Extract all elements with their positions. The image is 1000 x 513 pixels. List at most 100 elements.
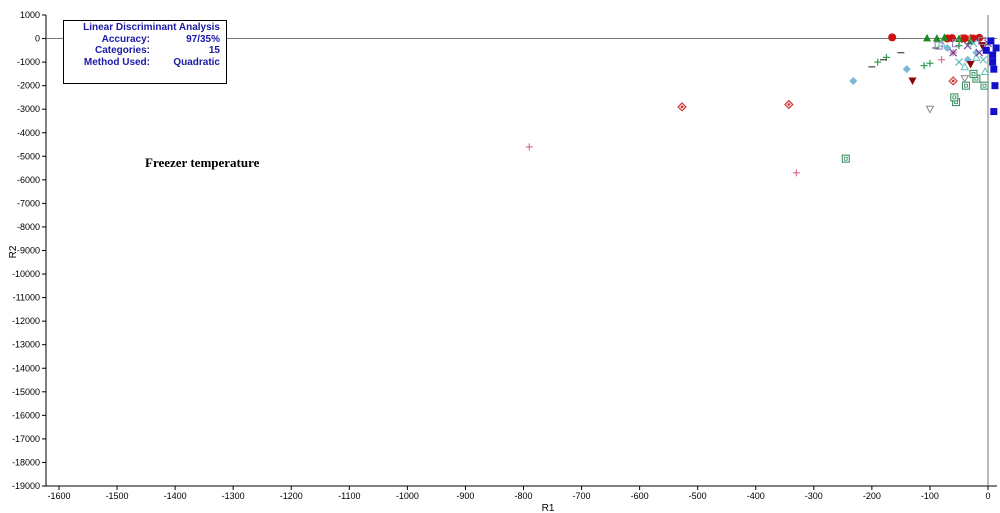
- x-tick-label: -300: [805, 491, 823, 501]
- y-tick-label: -19000: [12, 481, 40, 491]
- data-point: [966, 60, 975, 69]
- data-point: [990, 108, 998, 116]
- data-point: [923, 33, 932, 42]
- data-point: [989, 58, 997, 66]
- data-point: [980, 81, 989, 90]
- y-tick-label: -9000: [17, 246, 40, 256]
- info-box: Linear Discriminant Analysis Accuracy: 9…: [63, 20, 227, 84]
- data-point: [969, 39, 978, 48]
- data-point: [908, 77, 917, 85]
- x-tick-label: -600: [631, 491, 649, 501]
- data-point: [902, 65, 911, 74]
- x-tick-label: -500: [689, 491, 707, 501]
- x-tick-label: -1000: [396, 491, 419, 501]
- data-point: [955, 58, 963, 67]
- y-tick-label: -13000: [12, 340, 40, 350]
- x-tick-label: -400: [747, 491, 765, 501]
- data-point: [937, 38, 946, 47]
- data-point: [989, 51, 997, 59]
- data-point: [950, 93, 959, 102]
- info-row-categories: Categories: 15: [64, 45, 226, 57]
- data-point: [979, 55, 988, 64]
- y-tick-label: 1000: [20, 10, 40, 20]
- info-value: Quadratic: [173, 56, 220, 68]
- x-tick-label: -1500: [106, 491, 129, 501]
- info-box-title: Linear Discriminant Analysis: [83, 22, 220, 33]
- info-row-accuracy: Accuracy: 97/35%: [64, 34, 226, 46]
- data-point: [960, 34, 969, 43]
- x-tick-label: -200: [863, 491, 881, 501]
- x-tick-label: -1200: [280, 491, 303, 501]
- y-tick-label: -10000: [12, 269, 40, 279]
- data-point: [792, 169, 800, 177]
- info-value: 97/35%: [186, 33, 220, 45]
- data-point: [920, 62, 928, 70]
- data-point: [934, 41, 943, 50]
- y-tick-label: -17000: [12, 434, 40, 444]
- data-point: [932, 34, 941, 42]
- y-tick-label: -7000: [17, 198, 40, 208]
- data-point: [991, 82, 999, 90]
- x-tick-label: -1100: [338, 491, 360, 501]
- data-point: [938, 56, 946, 64]
- info-key: Accuracy:: [101, 33, 150, 45]
- y-tick-label: -14000: [12, 363, 40, 373]
- info-key: Method Used:: [83, 56, 150, 68]
- data-point: [525, 143, 533, 151]
- x-tick-label: -1300: [222, 491, 245, 501]
- y-tick-label: -18000: [12, 457, 40, 467]
- y-tick-label: -5000: [17, 151, 40, 161]
- data-point: [874, 58, 882, 66]
- data-point: [990, 65, 998, 73]
- info-value: 15: [208, 45, 220, 56]
- x-tick-label: -1400: [164, 491, 187, 501]
- data-point: [849, 76, 858, 85]
- data-point: [949, 48, 958, 57]
- y-tick-label: -16000: [12, 410, 40, 420]
- data-point: [992, 44, 1000, 52]
- data-point: [948, 76, 958, 86]
- x-tick-label: -900: [456, 491, 474, 501]
- y-tick-label: -3000: [17, 104, 40, 114]
- data-point: [963, 41, 972, 50]
- data-point: [888, 33, 897, 42]
- y-tick-label: -11000: [13, 293, 40, 303]
- x-tick-label: -700: [573, 491, 591, 501]
- y-tick-label: -4000: [17, 128, 40, 138]
- data-point: [960, 75, 970, 84]
- data-point: [969, 69, 978, 78]
- axes: 10000-1000-2000-3000-4000-5000-6000-7000…: [8, 10, 997, 513]
- y-tick-label: -2000: [17, 81, 40, 91]
- data-point: [972, 52, 981, 61]
- y-axis-label: R2: [8, 245, 19, 258]
- data-point: [961, 81, 970, 90]
- data-point: [978, 36, 987, 45]
- data-point: [972, 48, 981, 57]
- data-point: [952, 39, 961, 48]
- data-point: [784, 99, 794, 110]
- annotation-freezer-temperature: Freezer temperature: [145, 155, 260, 170]
- data-point: [980, 66, 990, 76]
- y-tick-label: -8000: [17, 222, 40, 232]
- data-point: [677, 102, 687, 112]
- data-point: [926, 59, 934, 67]
- y-tick-label: 0: [35, 34, 40, 44]
- data-point: [940, 33, 949, 41]
- data-point: [975, 48, 984, 57]
- x-tick-label: 0: [985, 491, 990, 501]
- y-tick-label: -6000: [17, 175, 40, 185]
- y-tick-label: -1000: [17, 57, 40, 67]
- data-point: [982, 46, 990, 54]
- data-point: [925, 105, 935, 114]
- x-tick-label: -800: [514, 491, 532, 501]
- y-tick-label: -12000: [12, 316, 40, 326]
- y-tick-label: -15000: [12, 387, 40, 397]
- data-point: [841, 154, 850, 163]
- data-point: [955, 42, 963, 50]
- data-point: [948, 34, 957, 43]
- info-row-method: Method Used: Quadratic: [64, 57, 226, 69]
- x-tick-label: -1600: [47, 491, 70, 501]
- data-points: [525, 33, 1000, 177]
- data-point: [987, 37, 995, 45]
- info-key: Categories:: [94, 45, 150, 56]
